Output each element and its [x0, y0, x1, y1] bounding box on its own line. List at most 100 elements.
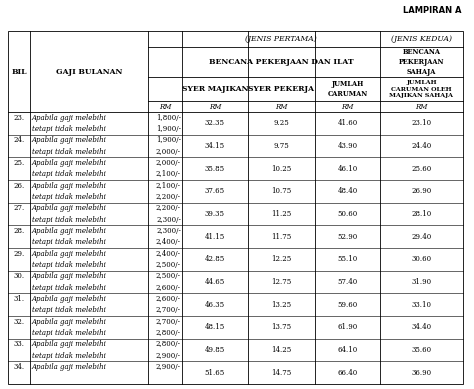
Text: 23.10: 23.10 [411, 119, 431, 127]
Text: tetapi tidak melebihi: tetapi tidak melebihi [32, 284, 106, 292]
Text: 2,600/-: 2,600/- [156, 284, 181, 292]
Text: 48.40: 48.40 [337, 187, 357, 195]
Text: 42.85: 42.85 [205, 255, 225, 263]
Text: tetapi tidak melebihi: tetapi tidak melebihi [32, 238, 106, 246]
Text: 2,000/-: 2,000/- [156, 159, 181, 167]
Text: 9.25: 9.25 [273, 119, 289, 127]
Text: BENCANA PEKERJAAN DAN ILAT: BENCANA PEKERJAAN DAN ILAT [209, 58, 353, 66]
Text: 23.: 23. [13, 114, 25, 122]
Text: 26.90: 26.90 [411, 187, 432, 195]
Text: 13.75: 13.75 [272, 323, 292, 331]
Text: tetapi tidak melebihi: tetapi tidak melebihi [32, 170, 106, 178]
Text: JUMLAH
CARUMAN: JUMLAH CARUMAN [328, 80, 368, 98]
Text: RM: RM [159, 102, 171, 110]
Text: 12.25: 12.25 [272, 255, 292, 263]
Text: Apabila gaji melebihi: Apabila gaji melebihi [32, 182, 107, 190]
Text: 66.40: 66.40 [337, 369, 357, 377]
Text: 49.85: 49.85 [205, 346, 225, 354]
Text: 52.90: 52.90 [337, 233, 357, 241]
Text: 2,100/-: 2,100/- [156, 170, 181, 178]
Text: 2,400/-: 2,400/- [156, 238, 181, 246]
Text: 2,200/-: 2,200/- [156, 204, 181, 212]
Text: 50.60: 50.60 [337, 210, 357, 218]
Text: 37.65: 37.65 [205, 187, 225, 195]
Text: 46.10: 46.10 [337, 165, 357, 173]
Text: Apabila gaji melebihi: Apabila gaji melebihi [32, 159, 107, 167]
Text: LAMPIRAN A: LAMPIRAN A [403, 6, 462, 15]
Text: 44.65: 44.65 [205, 278, 225, 286]
Text: 34.: 34. [13, 363, 25, 371]
Text: 2,500/-: 2,500/- [156, 261, 181, 269]
Text: 11.75: 11.75 [272, 233, 292, 241]
Text: 32.: 32. [13, 318, 25, 326]
Text: 2,100/-: 2,100/- [156, 182, 181, 190]
Text: 2,700/-: 2,700/- [156, 306, 181, 314]
Text: 29.40: 29.40 [411, 233, 432, 241]
Text: tetapi tidak melebihi: tetapi tidak melebihi [32, 148, 106, 156]
Text: 11.25: 11.25 [272, 210, 292, 218]
Text: 2,900/-: 2,900/- [156, 363, 181, 371]
Text: 31.90: 31.90 [411, 278, 431, 286]
Text: 39.35: 39.35 [205, 210, 225, 218]
Text: 2,700/-: 2,700/- [156, 318, 181, 326]
Text: 51.65: 51.65 [205, 369, 225, 377]
Text: tetapi tidak melebihi: tetapi tidak melebihi [32, 193, 106, 201]
Text: (JENIS KEDUA): (JENIS KEDUA) [391, 35, 452, 43]
Text: 1,900/-: 1,900/- [156, 125, 181, 133]
Text: 12.75: 12.75 [272, 278, 292, 286]
Text: 2,800/-: 2,800/- [156, 329, 181, 337]
Text: 32.35: 32.35 [205, 119, 225, 127]
Text: 2,300/-: 2,300/- [156, 216, 181, 224]
Text: 64.10: 64.10 [337, 346, 357, 354]
Text: 41.15: 41.15 [205, 233, 225, 241]
Text: 43.90: 43.90 [337, 142, 357, 150]
Text: Apabila gaji melebihi: Apabila gaji melebihi [32, 340, 107, 348]
Text: JUMLAH
CARUMAN OLEH
MAJIKAN SAHAJA: JUMLAH CARUMAN OLEH MAJIKAN SAHAJA [390, 80, 454, 98]
Text: 35.85: 35.85 [205, 165, 225, 173]
Text: 28.: 28. [13, 227, 25, 235]
Text: 10.25: 10.25 [272, 165, 292, 173]
Text: tetapi tidak melebihi: tetapi tidak melebihi [32, 329, 106, 337]
Text: 57.40: 57.40 [337, 278, 357, 286]
Text: 24.: 24. [13, 136, 25, 144]
Text: 46.35: 46.35 [205, 301, 225, 308]
Text: RM: RM [275, 102, 288, 110]
Text: GAJI BULANAN: GAJI BULANAN [56, 68, 122, 75]
Text: 36.90: 36.90 [411, 369, 431, 377]
Text: 2,000/-: 2,000/- [156, 148, 181, 156]
Text: 55.10: 55.10 [337, 255, 357, 263]
Text: tetapi tidak melebihi: tetapi tidak melebihi [32, 216, 106, 224]
Text: 26.: 26. [13, 182, 25, 190]
Text: 25.60: 25.60 [411, 165, 432, 173]
Text: tetapi tidak melebihi: tetapi tidak melebihi [32, 125, 106, 133]
Text: 61.90: 61.90 [337, 323, 357, 331]
Text: 24.40: 24.40 [411, 142, 432, 150]
Text: 2,500/-: 2,500/- [156, 272, 181, 280]
Text: 2,200/-: 2,200/- [156, 193, 181, 201]
Text: tetapi tidak melebihi: tetapi tidak melebihi [32, 306, 106, 314]
Text: 13.25: 13.25 [272, 301, 292, 308]
Text: Apabila gaji melebihi: Apabila gaji melebihi [32, 295, 107, 303]
Text: Apabila gaji melebihi: Apabila gaji melebihi [32, 250, 107, 258]
Text: Apabila gaji melebihi: Apabila gaji melebihi [32, 136, 107, 144]
Text: Apabila gaji melebihi: Apabila gaji melebihi [32, 227, 107, 235]
Text: 28.10: 28.10 [411, 210, 432, 218]
Text: 14.25: 14.25 [272, 346, 292, 354]
Text: 2,900/-: 2,900/- [156, 352, 181, 360]
Text: 1,900/-: 1,900/- [156, 136, 181, 144]
Text: 2,400/-: 2,400/- [156, 250, 181, 258]
Text: 25.: 25. [13, 159, 25, 167]
Text: Apabila gaji melebihi: Apabila gaji melebihi [32, 272, 107, 280]
Text: SYER MAJIKAN: SYER MAJIKAN [182, 85, 248, 93]
Text: 27.: 27. [13, 204, 25, 212]
Text: 29.: 29. [13, 250, 25, 258]
Text: 34.40: 34.40 [411, 323, 431, 331]
Text: tetapi tidak melebihi: tetapi tidak melebihi [32, 261, 106, 269]
Text: SYER PEKERJA: SYER PEKERJA [248, 85, 315, 93]
Text: 14.75: 14.75 [272, 369, 292, 377]
Text: RM: RM [415, 102, 428, 110]
Text: Apabila gaji melebihi: Apabila gaji melebihi [32, 363, 107, 371]
Text: 41.60: 41.60 [337, 119, 357, 127]
Text: RM: RM [209, 102, 221, 110]
Text: 34.15: 34.15 [205, 142, 225, 150]
